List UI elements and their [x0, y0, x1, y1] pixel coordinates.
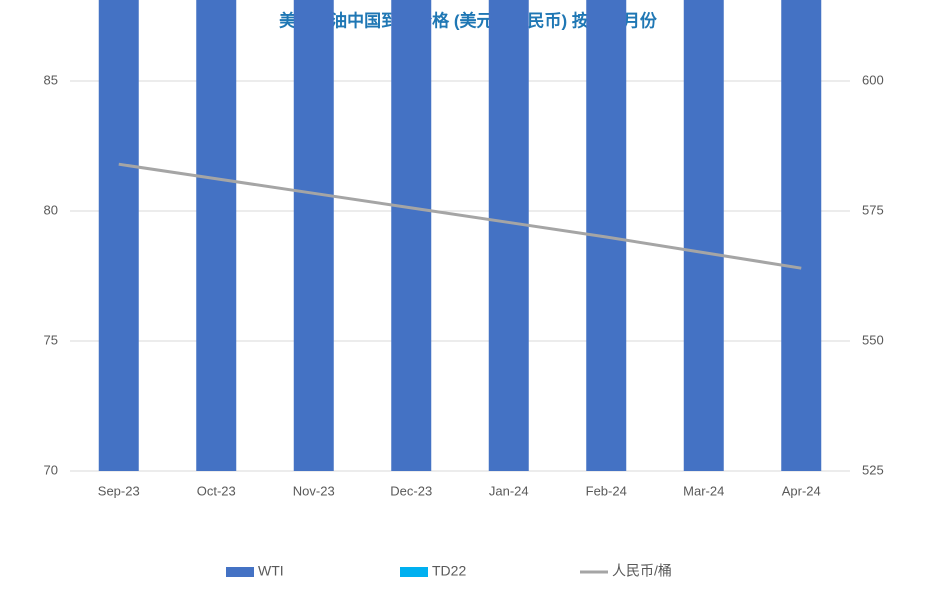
- legend-label: 人民币/桶: [612, 563, 672, 579]
- chart-title: 美国原油中国到岸价格 (美元& 人民币) 按装货月份: [279, 10, 658, 30]
- x-tick-label: Apr-24: [782, 483, 821, 498]
- bar: [683, 0, 724, 471]
- legend-label: TD22: [432, 563, 466, 579]
- y2-tick-label: 575: [862, 202, 884, 217]
- bar: [781, 0, 822, 471]
- y-tick-label: 85: [44, 72, 58, 87]
- x-tick-label: Jan-24: [489, 483, 529, 498]
- bar: [391, 0, 432, 471]
- x-tick-label: Dec-23: [390, 483, 432, 498]
- y-tick-label: 75: [44, 332, 58, 347]
- line: [118, 162, 802, 270]
- y-tick-label: 70: [44, 462, 58, 477]
- x-tick-label: Nov-23: [293, 483, 335, 498]
- y2-tick-label: 600: [862, 72, 884, 87]
- bar: [488, 0, 529, 471]
- y2-tick-label: 550: [862, 332, 884, 347]
- legend-label: WTI: [258, 563, 284, 579]
- legend-swatch: [400, 567, 428, 577]
- bar: [98, 0, 139, 471]
- x-tick-label: Sep-23: [98, 483, 140, 498]
- y-tick-label: 80: [44, 202, 58, 217]
- legend-swatch: [226, 567, 254, 577]
- x-tick-label: Oct-23: [197, 483, 236, 498]
- x-tick-label: Mar-24: [683, 483, 724, 498]
- x-tick-label: Feb-24: [586, 483, 627, 498]
- bar: [293, 0, 334, 471]
- y2-tick-label: 525: [862, 462, 884, 477]
- bar: [196, 0, 237, 471]
